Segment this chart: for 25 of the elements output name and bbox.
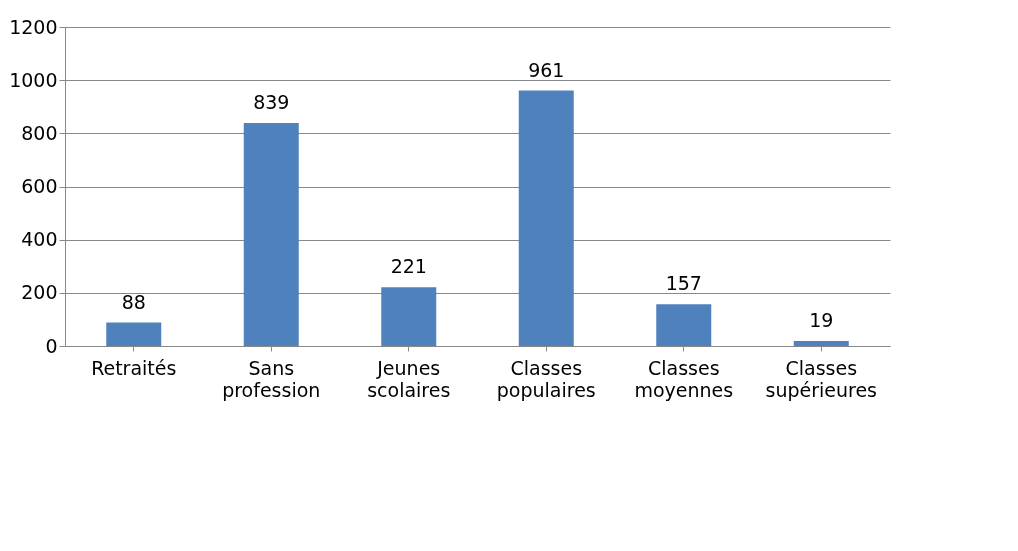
data-label: 157 <box>665 272 702 295</box>
bar <box>243 122 299 346</box>
x-tick-label: Sans profession <box>222 356 321 401</box>
x-tick-label: Classes populaires <box>496 356 596 401</box>
bar <box>381 287 437 346</box>
y-tick-label: 600 <box>21 175 58 197</box>
data-label: 19 <box>809 308 834 331</box>
y-tick-label: 200 <box>21 281 58 304</box>
y-tick-label: 400 <box>21 228 58 251</box>
y-tick-label: 800 <box>21 121 58 144</box>
x-tick-label: Retraités <box>91 356 177 379</box>
x-tick-label: Classes moyennes <box>634 356 734 401</box>
x-tick-label: Classes supérieures <box>765 356 877 401</box>
bar <box>518 90 574 346</box>
data-label: 961 <box>528 58 565 81</box>
x-tick-label: Jeunes scolaires <box>367 356 451 401</box>
bar <box>106 322 162 346</box>
data-label: 88 <box>121 290 146 313</box>
y-tick-label: 0 <box>45 334 58 357</box>
data-label: 839 <box>253 90 290 113</box>
y-tick-label: 1200 <box>9 15 58 38</box>
bar <box>793 340 849 346</box>
y-tick-label: 1000 <box>9 68 58 91</box>
data-label: 221 <box>390 255 427 278</box>
bar <box>656 304 712 346</box>
